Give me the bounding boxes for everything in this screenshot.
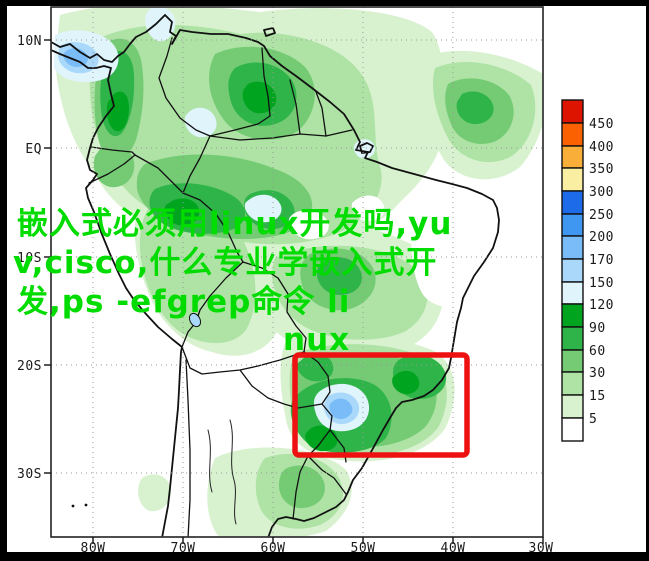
legend-swatch xyxy=(561,145,584,169)
legend-label: 170 xyxy=(589,253,614,268)
overlay-text-line: nux xyxy=(283,322,351,358)
contour-shading xyxy=(54,7,543,537)
lake-titicaca xyxy=(188,312,202,328)
legend-swatch xyxy=(561,122,584,147)
overlay-text-line: 发,ps -efgrep命令 li xyxy=(17,284,351,320)
legend-swatch xyxy=(561,99,584,124)
island-trinidad xyxy=(263,27,276,37)
legend-swatch xyxy=(561,371,584,396)
letterbox-top xyxy=(0,0,649,6)
legend-label: 15 xyxy=(589,389,606,404)
south-america-coastline xyxy=(51,14,500,537)
legend-label: 120 xyxy=(589,298,614,313)
legend-label: 350 xyxy=(589,162,614,177)
y-axis-label: EQ xyxy=(25,142,42,157)
legend-swatch xyxy=(561,258,584,283)
legend-label: 30 xyxy=(589,366,606,381)
plot-frame xyxy=(50,6,544,538)
legend-swatch xyxy=(561,303,584,328)
letterbox-bottom xyxy=(0,552,649,561)
country-borders xyxy=(88,37,353,537)
letterbox-left xyxy=(0,0,7,561)
y-axis-labels: 10N EQ 10S 20S 30S xyxy=(17,34,42,482)
legend-label: 5 xyxy=(589,412,597,427)
legend-label: 60 xyxy=(589,344,606,359)
legend-label: 450 xyxy=(589,117,614,132)
legend-label: 150 xyxy=(589,276,614,291)
coastline-and-borders xyxy=(51,14,500,537)
overlay-text-line: v,cisco,什么专业学嵌入式开 xyxy=(13,245,438,281)
island-marajo xyxy=(359,142,374,154)
ocean-speck xyxy=(71,504,75,508)
ocean-speck xyxy=(84,503,88,507)
y-axis-label: 20S xyxy=(17,359,42,374)
legend-label: 250 xyxy=(589,208,614,223)
legend-label: 400 xyxy=(589,140,614,155)
color-legend: 450 400 350 300 250 200 170 150 120 90 6… xyxy=(561,99,614,442)
legend-label: 200 xyxy=(589,230,614,245)
highlight-rectangle xyxy=(292,352,470,458)
legend-swatch xyxy=(561,167,584,192)
legend-label: 90 xyxy=(589,321,606,336)
legend-swatch xyxy=(561,235,584,260)
rivers xyxy=(207,419,237,525)
legend-swatch xyxy=(561,417,584,442)
legend-swatch xyxy=(561,190,584,215)
legend-swatch xyxy=(561,281,584,305)
y-axis-label: 10S xyxy=(17,251,42,266)
overlay-text-line: 嵌入式必须用linux开发吗,yu xyxy=(17,206,453,242)
y-axis-label: 30S xyxy=(17,467,42,482)
legend-label: 300 xyxy=(589,185,614,200)
letterbox-right xyxy=(646,0,649,561)
legend-swatch xyxy=(561,394,584,419)
legend-swatch xyxy=(561,349,584,373)
axis-ticks xyxy=(44,39,544,544)
legend-swatch xyxy=(561,326,584,351)
legend-swatch xyxy=(561,213,584,237)
y-axis-label: 10N xyxy=(17,34,42,49)
